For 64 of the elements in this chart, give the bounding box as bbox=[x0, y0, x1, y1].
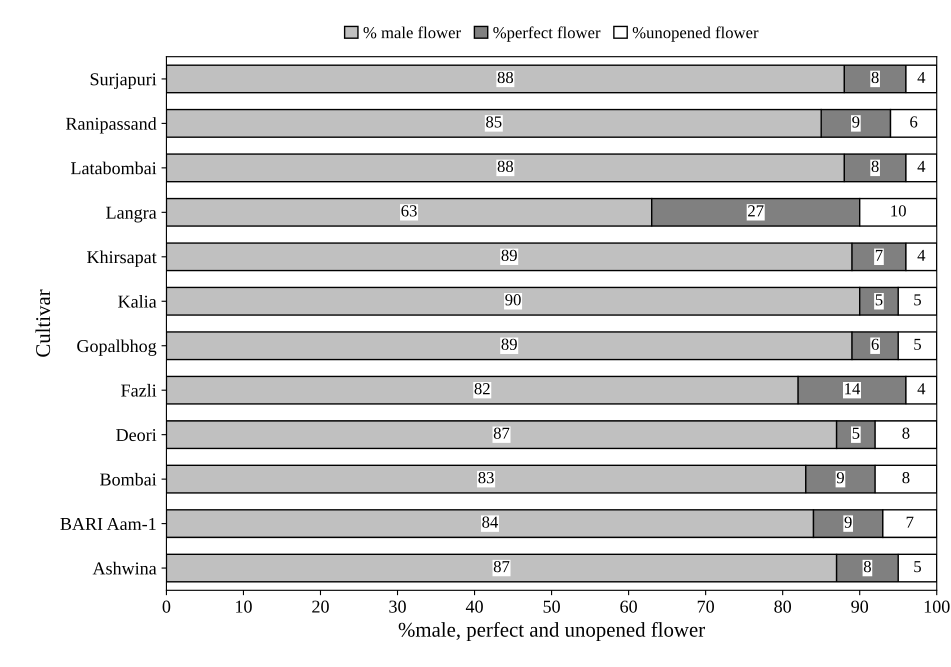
x-tick-label: 50 bbox=[544, 600, 560, 613]
data-label: 89 bbox=[502, 250, 517, 261]
y-tick-label: Deori bbox=[116, 428, 156, 442]
data-label: 9 bbox=[844, 516, 852, 528]
data-label: 14 bbox=[845, 383, 860, 394]
data-label: 87 bbox=[494, 428, 510, 439]
data-label: 87 bbox=[494, 560, 510, 572]
data-label: 63 bbox=[401, 205, 417, 216]
data-label: 9 bbox=[836, 472, 844, 484]
data-label: 4 bbox=[917, 72, 926, 83]
data-label: 85 bbox=[486, 116, 502, 128]
y-tick-label: Ranipassand bbox=[66, 117, 156, 134]
x-tick-label: 80 bbox=[774, 600, 792, 613]
data-label: 8 bbox=[902, 428, 910, 439]
x-tick-label: 90 bbox=[851, 600, 868, 613]
data-label: 7 bbox=[876, 250, 883, 261]
data-label: 8 bbox=[864, 560, 871, 572]
legend-label: %perfect flower bbox=[493, 26, 600, 42]
data-label: 9 bbox=[852, 116, 860, 128]
data-label: 83 bbox=[478, 472, 494, 484]
x-tick-label: 30 bbox=[389, 600, 406, 613]
y-tick-label: Surjapuri bbox=[90, 73, 156, 90]
data-label: 5 bbox=[914, 294, 921, 306]
data-label: 88 bbox=[498, 72, 514, 84]
data-label: 5 bbox=[852, 428, 860, 439]
data-label: 5 bbox=[914, 338, 921, 350]
y-tick-label: Khirsapat bbox=[87, 250, 157, 267]
y-tick-label: Fazli bbox=[121, 384, 156, 397]
y-tick-label: BARI Aam-1 bbox=[60, 518, 156, 530]
data-label: 89 bbox=[502, 338, 517, 350]
x-tick-label: 0 bbox=[162, 600, 170, 613]
y-axis-title: Cultivar bbox=[35, 290, 50, 357]
x-tick-label: 70 bbox=[698, 600, 714, 613]
data-label: 8 bbox=[872, 160, 879, 172]
y-tick-label: Ashwina bbox=[92, 562, 156, 575]
y-tick-label: Kalia bbox=[118, 294, 156, 308]
x-tick-label: 10 bbox=[236, 600, 252, 613]
x-axis-title: %male, perfect and unopened flower bbox=[398, 622, 705, 642]
data-label: 6 bbox=[872, 338, 879, 350]
x-tick-label: 100 bbox=[924, 600, 950, 613]
data-label: 82 bbox=[474, 383, 490, 394]
data-label: 27 bbox=[748, 205, 764, 216]
data-label: 8 bbox=[902, 472, 910, 484]
data-label: 8 bbox=[872, 72, 879, 84]
legend-label: %unopened flower bbox=[632, 26, 758, 42]
y-tick-label: Langra bbox=[106, 206, 156, 222]
data-label: 5 bbox=[914, 561, 921, 572]
legend-label: % male flower bbox=[364, 26, 461, 38]
x-tick-label: 40 bbox=[466, 600, 483, 613]
data-label: 88 bbox=[498, 160, 514, 172]
x-tick-label: 60 bbox=[620, 600, 637, 613]
data-label: 4 bbox=[917, 383, 926, 394]
y-tick-label: Bombai bbox=[100, 472, 156, 486]
data-label: 5 bbox=[876, 294, 882, 306]
data-label: 90 bbox=[505, 294, 521, 306]
data-label: 7 bbox=[906, 516, 914, 528]
x-tick-label: 20 bbox=[312, 600, 329, 613]
data-label: 6 bbox=[910, 116, 918, 128]
y-tick-label: Latabombai bbox=[70, 162, 156, 174]
data-label: 4 bbox=[917, 250, 926, 261]
data-label: 84 bbox=[482, 516, 498, 528]
data-label: 4 bbox=[917, 160, 926, 172]
y-tick-label: Gopalbhog bbox=[77, 339, 156, 356]
data-label: 10 bbox=[891, 205, 906, 216]
